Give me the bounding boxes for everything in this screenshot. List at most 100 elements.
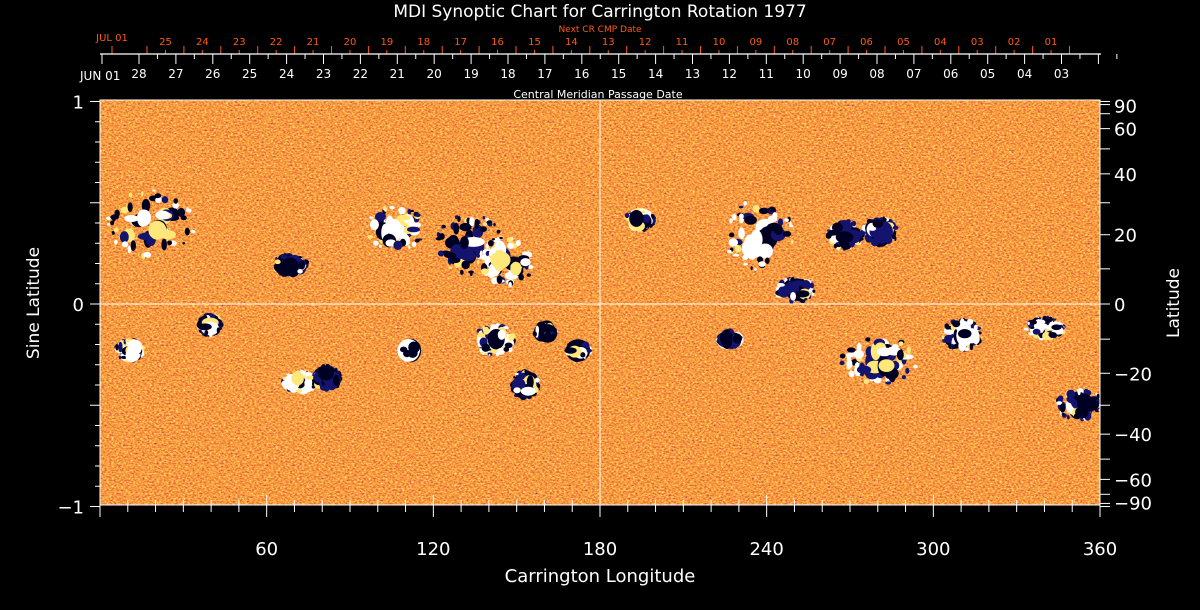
negative-flux-patch xyxy=(777,218,784,227)
positive-flux-patch xyxy=(790,239,794,244)
negative-flux-patch xyxy=(111,231,115,235)
cmp-date-label: 15 xyxy=(611,67,626,81)
next-cr-date-label: 22 xyxy=(270,37,283,48)
positive-flux-patch xyxy=(1101,400,1105,402)
positive-flux-patch xyxy=(510,261,522,276)
cmp-date-label: 28 xyxy=(131,67,146,81)
positive-flux-patch xyxy=(396,214,411,221)
negative-flux-patch xyxy=(872,219,884,228)
negative-flux-patch xyxy=(533,331,537,337)
negative-flux-patch xyxy=(750,266,753,271)
x-tick-label: 240 xyxy=(749,539,783,560)
positive-flux-patch xyxy=(408,245,411,249)
negative-flux-patch xyxy=(1066,389,1076,399)
negative-flux-patch xyxy=(487,222,493,227)
negative-flux-patch xyxy=(407,208,412,215)
negative-flux-patch xyxy=(198,323,212,331)
negative-flux-patch xyxy=(891,234,896,240)
negative-flux-patch xyxy=(436,232,440,238)
positive-flux-patch xyxy=(913,364,918,369)
positive-flux-patch xyxy=(906,346,911,354)
positive-flux-patch xyxy=(297,269,303,274)
negative-flux-patch xyxy=(182,241,186,245)
next-cr-date-label: 20 xyxy=(344,37,357,48)
next-cr-date-label: 05 xyxy=(897,37,910,48)
cmp-date-label: 12 xyxy=(722,67,737,81)
positive-flux-patch xyxy=(482,222,488,227)
cmp-date-axis: JUN 01 28 27 26 25 24 23 22 21 20 19 18 17 16 15 14 13 1… xyxy=(79,53,1118,101)
negative-flux-patch xyxy=(758,207,769,215)
positive-flux-patch xyxy=(367,235,374,239)
positive-flux-patch xyxy=(738,227,745,240)
negative-flux-patch xyxy=(839,360,845,366)
cmp-date-label: 19 xyxy=(463,67,478,81)
active-region xyxy=(313,363,343,392)
cmp-date-label: 07 xyxy=(906,67,921,81)
magnetogram-map xyxy=(100,100,1105,505)
positive-flux-patch xyxy=(125,338,130,343)
cmp-date-label: 11 xyxy=(759,67,774,81)
positive-flux-patch xyxy=(856,342,862,352)
next-cr-date-label: 04 xyxy=(934,37,947,48)
next-cr-date-label: 19 xyxy=(380,37,393,48)
negative-flux-patch xyxy=(550,333,557,338)
negative-flux-patch xyxy=(629,209,644,227)
negative-flux-patch xyxy=(580,352,586,358)
negative-flux-patch xyxy=(744,215,757,225)
negative-flux-patch xyxy=(375,212,386,222)
negative-flux-patch xyxy=(493,222,496,227)
cmp-date-label: 25 xyxy=(242,67,257,81)
negative-flux-patch xyxy=(444,252,457,259)
next-cr-date-label: 03 xyxy=(971,37,984,48)
negative-flux-patch xyxy=(1059,403,1066,413)
positive-flux-patch xyxy=(772,212,778,220)
y-axis-label-right: Latitude xyxy=(1164,268,1184,338)
positive-flux-patch xyxy=(734,244,741,252)
next-cr-date-label: 16 xyxy=(491,37,504,48)
negative-flux-patch xyxy=(1032,328,1041,335)
negative-flux-patch xyxy=(446,241,454,247)
negative-flux-patch xyxy=(115,343,119,351)
negative-flux-patch xyxy=(586,348,593,353)
positive-flux-patch xyxy=(743,262,748,266)
positive-flux-patch xyxy=(124,215,139,223)
y-tick-label-right: 90 xyxy=(1114,97,1137,118)
cmp-date-label: 13 xyxy=(685,67,700,81)
next-cr-date-label: 12 xyxy=(639,37,652,48)
negative-flux-patch xyxy=(173,198,179,204)
positive-flux-patch xyxy=(143,251,152,258)
positive-flux-patch xyxy=(776,283,786,287)
negative-flux-patch xyxy=(526,375,534,389)
positive-flux-patch xyxy=(291,371,304,386)
negative-flux-patch xyxy=(476,253,480,258)
negative-flux-patch xyxy=(539,336,546,342)
positive-flux-patch xyxy=(497,348,504,355)
active-region xyxy=(839,337,918,385)
negative-flux-patch xyxy=(487,220,493,224)
active-region xyxy=(273,253,310,278)
negative-flux-patch xyxy=(437,250,445,257)
cmp-axis-label: Central Meridian Passage Date xyxy=(513,88,682,101)
positive-flux-patch xyxy=(152,189,156,192)
positive-flux-patch xyxy=(481,254,488,260)
positive-flux-patch xyxy=(898,341,904,346)
negative-flux-patch xyxy=(526,273,531,277)
negative-flux-patch xyxy=(1101,408,1105,412)
negative-flux-patch xyxy=(1061,412,1065,416)
negative-flux-patch xyxy=(1057,395,1064,403)
x-tick-label: 180 xyxy=(583,539,617,560)
next-cr-axis-label: Next CR CMP Date xyxy=(558,25,642,35)
negative-flux-patch xyxy=(441,226,444,229)
positive-flux-patch xyxy=(369,216,374,219)
negative-flux-patch xyxy=(795,290,810,298)
negative-flux-patch xyxy=(118,341,123,353)
negative-flux-patch xyxy=(311,385,316,389)
cmp-date-label: 22 xyxy=(353,67,368,81)
negative-flux-patch xyxy=(883,217,887,222)
negative-flux-patch xyxy=(130,240,136,252)
positive-flux-patch xyxy=(1023,327,1029,331)
negative-flux-patch xyxy=(298,260,306,270)
next-cr-date-label: 08 xyxy=(786,37,799,48)
active-region xyxy=(476,323,517,357)
